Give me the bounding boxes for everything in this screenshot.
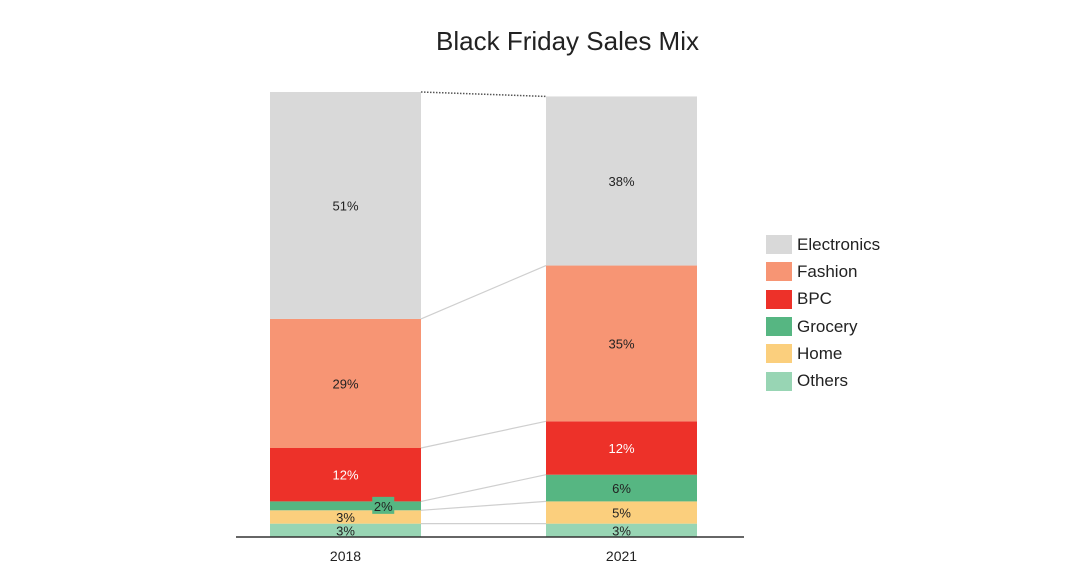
legend-item-grocery: Grocery [766, 313, 880, 340]
data-label-fashion-2018: 29% [332, 376, 358, 391]
legend-item-fashion: Fashion [766, 258, 880, 285]
legend-swatch-home [766, 344, 792, 364]
legend-item-home: Home [766, 340, 880, 367]
legend-item-bpc: BPC [766, 286, 880, 313]
data-label-bpc-2021: 12% [608, 441, 634, 456]
legend-label-home: Home [797, 343, 843, 363]
bar-segment-bpc-2021 [546, 421, 697, 475]
legend-item-others: Others [766, 367, 880, 394]
data-label-grocery-2021: 6% [612, 481, 631, 496]
bar-segment-others-2018 [270, 523, 421, 537]
legend-label-bpc: BPC [797, 289, 832, 309]
data-label-others-2021: 3% [612, 523, 631, 538]
legend: Electronics Fashion BPC Grocery Home Others [766, 231, 880, 395]
legend-swatch-bpc [766, 289, 792, 309]
data-label-bpc-2018: 12% [332, 468, 358, 483]
bar-segment-fashion-2021 [546, 265, 697, 422]
chart-title: Black Friday Sales Mix [436, 26, 699, 56]
data-label-others-2018: 3% [336, 523, 355, 538]
connector-lines [420, 91, 547, 525]
x-tick-label-2021: 2021 [606, 548, 637, 564]
connector-home [420, 500, 547, 511]
bar-segment-home-2021 [546, 501, 697, 524]
x-tick-label-2018: 2018 [330, 548, 361, 564]
connector-grocery [420, 474, 547, 502]
legend-swatch-fashion [766, 262, 792, 282]
bar-segments [270, 92, 697, 537]
connector-electronics [420, 91, 547, 98]
legend-swatch-others [766, 371, 792, 391]
legend-label-grocery: Grocery [797, 316, 858, 336]
legend-swatch-electronics [766, 235, 792, 255]
data-label-grocery-2018: 2% [374, 499, 393, 514]
segment-labels: 3% 3%3% 5%2%6%12%12%29%35%51%38% [332, 174, 634, 538]
bar-segment-electronics-2021 [546, 96, 697, 266]
legend-swatch-grocery [766, 317, 792, 337]
data-label-home-2018: 3% [336, 510, 355, 525]
bar-segment-grocery-2021 [546, 474, 697, 502]
bar-segment-electronics-2018 [270, 92, 421, 319]
legend-label-fashion: Fashion [797, 261, 858, 281]
data-label-tag-grocery-2018 [372, 496, 395, 514]
x-tick-labels: 2018 2021 [330, 548, 637, 564]
bar-segment-bpc-2018 [270, 448, 421, 502]
legend-item-electronics: Electronics [766, 231, 880, 258]
legend-label-others: Others [797, 371, 849, 391]
bar-segment-grocery-2018 [270, 501, 421, 511]
data-label-electronics-2021: 38% [608, 174, 634, 189]
data-label-fashion-2021: 35% [608, 336, 634, 351]
connector-bpc [420, 420, 547, 449]
connector-fashion [420, 264, 547, 320]
bar-segment-fashion-2018 [270, 318, 421, 448]
bar-segment-others-2021 [546, 523, 697, 537]
legend-label-electronics: Electronics [797, 234, 881, 254]
data-label-electronics-2018: 51% [332, 198, 358, 213]
data-label-home-2021: 5% [612, 506, 631, 521]
